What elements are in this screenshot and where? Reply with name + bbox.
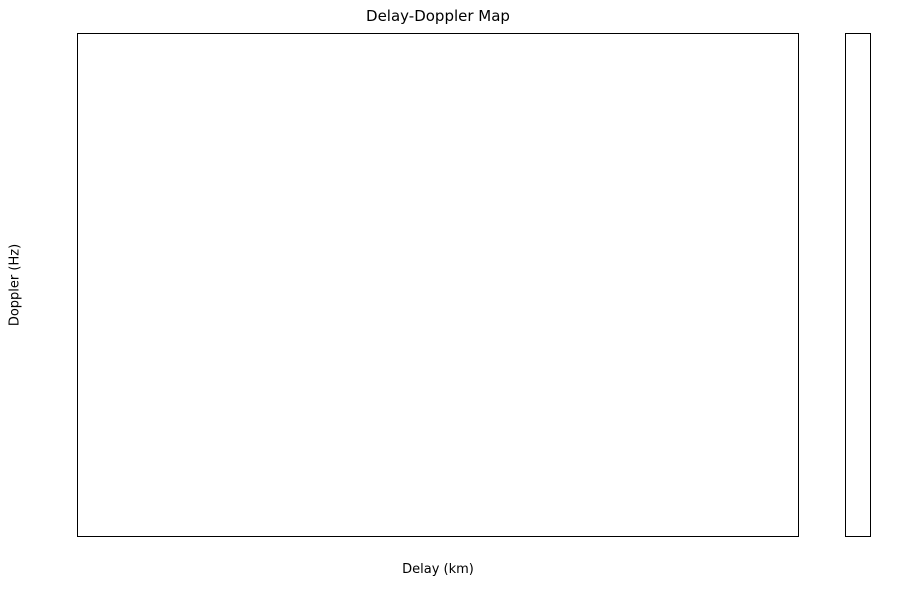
y-axis-label: Doppler (Hz) <box>7 243 23 327</box>
plot-title: Delay-Doppler Map <box>366 7 510 25</box>
axes-frame <box>77 33 799 537</box>
heatmap <box>78 34 798 536</box>
colorbar-frame <box>845 33 871 537</box>
colorbar <box>846 34 870 536</box>
x-axis-label: Delay (km) <box>402 562 474 577</box>
